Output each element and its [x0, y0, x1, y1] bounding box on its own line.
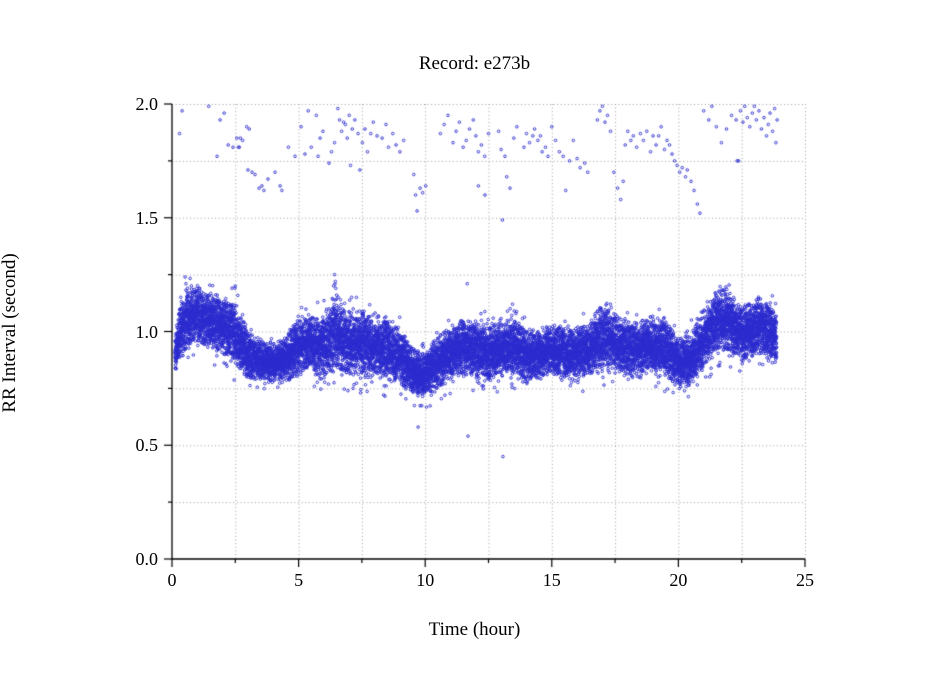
x-tick-label: 0 — [167, 570, 177, 590]
x-tick-label: 20 — [669, 570, 688, 590]
y-tick-label: 0.5 — [135, 435, 159, 456]
y-tick-label: 0.0 — [135, 549, 159, 569]
y-tick-label: 2.0 — [135, 94, 159, 114]
x-tick-label: 15 — [542, 570, 561, 590]
x-tick-label: 10 — [416, 570, 435, 590]
x-tick-label: 5 — [294, 570, 304, 590]
chart-title: Record: e273b — [418, 53, 531, 74]
y-tick-label: 1.5 — [135, 207, 159, 228]
x-axis-label: Time (hour) — [428, 619, 521, 640]
y-axis-label: RR Interval (second) — [0, 253, 20, 413]
x-tick-label: 25 — [796, 570, 814, 590]
y-tick-label: 1.0 — [135, 321, 159, 342]
